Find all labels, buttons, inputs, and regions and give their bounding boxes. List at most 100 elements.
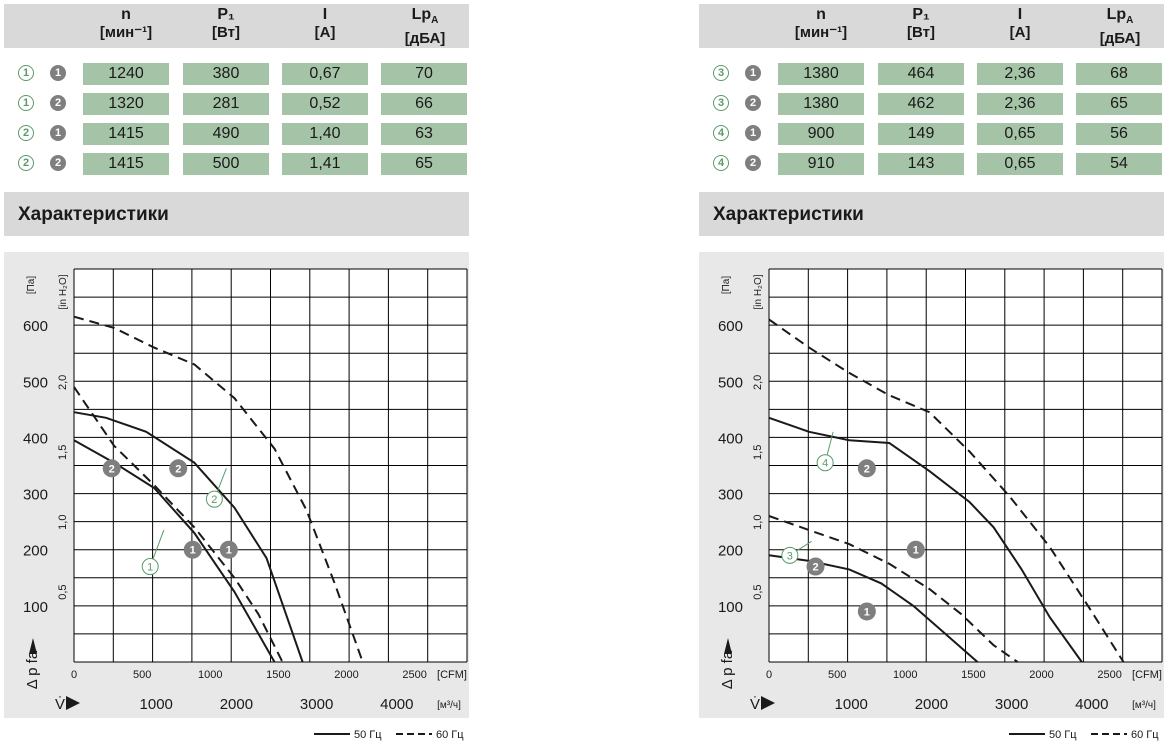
mode-marker-label: 2 xyxy=(864,463,870,475)
mode-marker-circle xyxy=(102,459,121,478)
mode-marker-circle xyxy=(183,540,202,559)
table-row: 2 2 1415 500 1,41 65 xyxy=(4,153,469,175)
legend-svg: 50 Гц 60 Гц xyxy=(1009,729,1159,741)
cell-speed: 1380 xyxy=(778,63,864,85)
x-cfm-tick-label: 500 xyxy=(828,669,846,681)
mode-marker: 1 xyxy=(745,125,761,141)
grid xyxy=(73,268,468,663)
y-tick-label: 400 xyxy=(718,430,743,447)
x-cfm-tick-label: 1000 xyxy=(893,669,917,681)
x-cfm-tick-label: 1000 xyxy=(198,669,222,681)
header-unit: [А] xyxy=(314,24,336,41)
header-unit: [дБА] xyxy=(404,30,446,48)
y-axis-label: Δ p fa xyxy=(24,650,41,689)
cell-current: 1,41 xyxy=(282,153,368,175)
y-unit-label: [Па] xyxy=(721,276,732,295)
x-cfm-tick-label: 2500 xyxy=(402,669,426,681)
cell-power: 490 xyxy=(183,123,269,145)
chart-legend: 50 Гц 60 Гц xyxy=(699,727,1164,741)
mode-marker-circle xyxy=(857,459,876,478)
cell-current: 1,40 xyxy=(282,123,368,145)
series-line-curve-3-60hz xyxy=(768,318,1125,663)
x-axis-arrow xyxy=(761,696,775,710)
x-axis-arrow xyxy=(66,696,80,710)
cell-noise: 63 xyxy=(381,123,467,145)
curve-marker-label: 1 xyxy=(147,562,153,574)
cell-noise: 68 xyxy=(1076,63,1162,85)
table-row: 2 1 1415 490 1,40 63 xyxy=(4,123,469,145)
y-tick-label: 200 xyxy=(23,543,48,560)
header-unit: [Вт] xyxy=(212,24,240,41)
header-unit: [мин⁻¹] xyxy=(99,24,153,41)
cell-speed: 1320 xyxy=(83,93,169,115)
mode-marker: 2 xyxy=(745,95,761,111)
mode-marker-circle xyxy=(906,540,925,559)
header-main: I xyxy=(1017,6,1023,23)
x-m3h-tick-label: 2000 xyxy=(915,696,948,713)
curve-marker: 3 xyxy=(713,95,729,111)
x-axis-label: V̇ xyxy=(55,696,65,713)
cell-power: 380 xyxy=(183,63,269,85)
y-unit-label: [Па] xyxy=(26,276,37,295)
chart-area: 100 200 300 400 500 600 0,5 1,0 1,5 2,0 [Па] [in H₂… xyxy=(699,252,1164,718)
section-title: Характеристики xyxy=(713,204,864,225)
mode-marker: 1 xyxy=(50,65,66,81)
y-tick-label: 600 xyxy=(718,318,743,335)
cell-noise: 65 xyxy=(381,153,467,175)
series-line-curve-2-50hz xyxy=(73,411,304,663)
y-tick-label: 100 xyxy=(718,599,743,616)
cell-power: 143 xyxy=(878,153,964,175)
cell-noise: 70 xyxy=(381,63,467,85)
x-m3h-tick-label: 4000 xyxy=(1075,696,1108,713)
y2-tick-label: 1,5 xyxy=(57,445,69,460)
cell-noise: 66 xyxy=(381,93,467,115)
mode-marker: 2 xyxy=(50,155,66,171)
table-row: 3 2 1380 462 2,36 65 xyxy=(699,93,1164,115)
cell-speed: 1380 xyxy=(778,93,864,115)
grid xyxy=(768,268,1163,663)
cell-current: 2,36 xyxy=(977,93,1063,115)
y-tick-label: 300 xyxy=(23,487,48,504)
table-row: 4 1 900 149 0,65 56 xyxy=(699,123,1164,145)
header-current: I [А] xyxy=(281,4,369,41)
cell-current: 0,67 xyxy=(282,63,368,85)
curve-marker-circle xyxy=(205,490,223,508)
curve-marker: 1 xyxy=(18,95,34,111)
x-cfm-tick-label: 1500 xyxy=(266,669,290,681)
performance-chart: 100 200 300 400 500 600 0,5 1,0 1,5 2,0 [Па] [in H₂… xyxy=(23,268,468,713)
x-m3h-tick-label: 1000 xyxy=(140,696,173,713)
x-m3h-tick-label: 3000 xyxy=(995,696,1028,713)
header-current: I [А] xyxy=(976,4,1064,41)
header-power: P₁ [Вт] xyxy=(877,4,965,41)
table-row: 3 1 1380 464 2,36 68 xyxy=(699,63,1164,85)
x-cfm-tick-label: 0 xyxy=(766,669,772,681)
header-unit: [А] xyxy=(1009,24,1031,41)
mode-marker-circle xyxy=(219,540,238,559)
x-cfm-unit-label: [CFM] xyxy=(437,669,467,681)
header-noise: LpA [дБА] xyxy=(1076,4,1164,47)
curve-marker: 2 xyxy=(18,125,34,141)
mode-marker: 2 xyxy=(745,155,761,171)
right-panel: n [мин⁻¹] P₁ [Вт] I [А] LpA [дБА] 3 1 1380 4… xyxy=(699,0,1164,752)
legend-label-60hz: 60 Гц xyxy=(1131,729,1159,741)
x-cfm-tick-label: 2500 xyxy=(1097,669,1121,681)
header-main: LpA xyxy=(411,6,439,27)
y2-tick-label: 1,0 xyxy=(752,515,764,530)
y-tick-label: 600 xyxy=(23,318,48,335)
mode-marker-label: 1 xyxy=(864,606,870,618)
y2-unit-label: [in H₂O] xyxy=(58,274,69,309)
x-cfm-tick-label: 500 xyxy=(133,669,151,681)
header-speed: n [мин⁻¹] xyxy=(82,4,170,41)
mode-marker: 1 xyxy=(50,125,66,141)
curve-marker: 3 xyxy=(713,65,729,81)
mode-marker-label: 2 xyxy=(175,463,181,475)
cell-power: 462 xyxy=(878,93,964,115)
x-axis-label: V̇ xyxy=(750,696,760,713)
chart-legend: 50 Гц 60 Гц xyxy=(4,727,469,741)
mode-marker-label: 1 xyxy=(913,545,919,557)
cell-current: 0,65 xyxy=(977,123,1063,145)
x-cfm-unit-label: [CFM] xyxy=(1132,669,1162,681)
y2-tick-label: 2,0 xyxy=(752,375,764,390)
mode-marker-label: 1 xyxy=(190,545,196,557)
y2-tick-label: 1,5 xyxy=(752,445,764,460)
